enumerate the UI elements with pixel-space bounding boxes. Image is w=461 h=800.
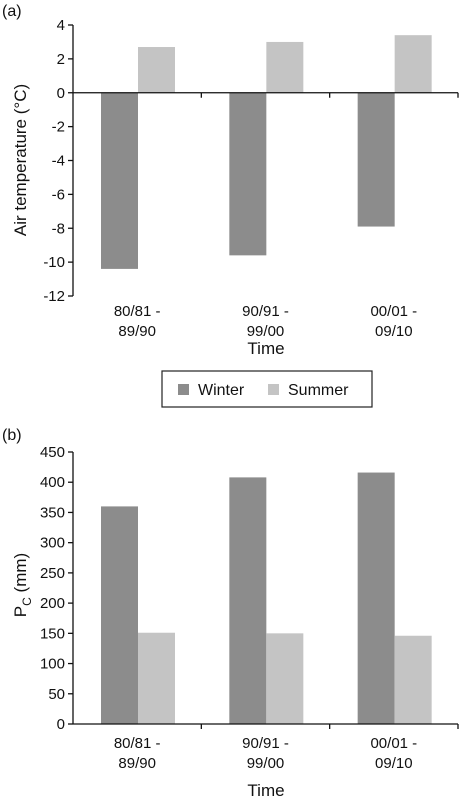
panel-b-y-tick-label: 400 xyxy=(40,474,65,491)
panel-a-y-axis-title: Air temperature (°C) xyxy=(11,84,30,236)
panel-a-plot-area: 4 2 0 -2 -4 -6 -8 -10 -12 80/81 - 89/90 90/91 - 99/0… xyxy=(43,17,459,340)
panel-b-precipitation-chart: (b) PC (mm) 450 400 350 300 250 200 150 100 50 0 8… xyxy=(2,427,459,800)
panel-b-y-tick-label: 200 xyxy=(40,595,65,612)
panel-b-x-axis-title: Time xyxy=(247,781,284,800)
panel-b-y-tick-label: 50 xyxy=(48,686,65,703)
legend-swatch-summer xyxy=(268,384,279,395)
panel-b-x-tick-label-line: 89/90 xyxy=(118,755,156,772)
panel-a-bar-summer-2 xyxy=(266,41,304,93)
panel-b-y-axis-title-subscript: C xyxy=(20,597,34,606)
panel-b-x-tick-label-line: 09/10 xyxy=(375,755,413,772)
panel-b-x-tick-label-line: 00/01 - xyxy=(370,735,417,752)
panel-a-bar-winter-1 xyxy=(101,92,138,269)
panel-b-y-tick-label: 0 xyxy=(57,716,65,733)
panel-a-y-tick-label: -2 xyxy=(52,119,65,136)
legend: Winter Summer xyxy=(161,370,373,408)
panel-a-x-tick-label-line: 90/91 - xyxy=(242,303,289,320)
panel-b-label: (b) xyxy=(2,427,22,444)
panel-b-y-tick-label: 450 xyxy=(40,444,65,461)
panel-b-y-axis-title-main: P xyxy=(11,606,30,617)
panel-b-y-tick-label: 100 xyxy=(40,656,65,673)
panel-b-x-tick-label: 80/81 - 89/90 xyxy=(114,735,161,772)
panel-a-temperature-chart: (a) Air temperature (°C) 4 2 0 -2 -4 -6 -8 -10 -… xyxy=(2,3,459,358)
panel-a-x-tick-label: 80/81 - 89/90 xyxy=(114,303,161,340)
panel-b-bar-winter-3 xyxy=(357,472,395,724)
panel-a-x-tick-label: 00/01 - 09/10 xyxy=(370,303,417,340)
panel-b-bar-summer-2 xyxy=(266,633,304,724)
panel-a-bar-winter-2 xyxy=(229,92,267,256)
panel-b-y-tick-label: 350 xyxy=(40,504,65,521)
panel-a-y-tick-label: 2 xyxy=(57,51,65,68)
panel-b-y-tick-label: 300 xyxy=(40,535,65,552)
panel-a-y-tick-label: -8 xyxy=(52,220,65,237)
panel-b-x-tick-label: 90/91 - 99/00 xyxy=(242,735,289,772)
legend-label-winter: Winter xyxy=(198,382,245,399)
legend-frame xyxy=(161,370,373,408)
panel-b-x-tick-label: 00/01 - 09/10 xyxy=(370,735,417,772)
panel-a-x-axis-title: Time xyxy=(247,339,284,358)
panel-b-y-tick-label: 250 xyxy=(40,565,65,582)
panel-a-y-tick-label: -6 xyxy=(52,186,65,203)
panel-a-y-tick-label: -4 xyxy=(52,153,65,170)
panel-b-bar-winter-2 xyxy=(229,477,267,724)
panel-a-x-tick-label-line: 09/10 xyxy=(375,323,413,340)
panel-a-x-tick-label: 90/91 - 99/00 xyxy=(242,303,289,340)
panel-b-y-axis-title-unit: (mm) xyxy=(11,553,30,597)
panel-a-bar-winter-3 xyxy=(357,92,395,227)
panel-b-y-tick-label: 150 xyxy=(40,625,65,642)
panel-a-y-tick-label: 4 xyxy=(57,17,65,34)
panel-b-bar-summer-1 xyxy=(138,632,175,724)
panel-b-x-tick-label-line: 90/91 - xyxy=(242,735,289,752)
panel-a-x-tick-label-line: 89/90 xyxy=(118,323,156,340)
panel-a-label: (a) xyxy=(2,3,22,20)
panel-a-bar-summer-3 xyxy=(394,35,432,93)
panel-b-bar-summer-3 xyxy=(394,635,432,724)
panel-a-x-tick-label-line: 99/00 xyxy=(247,323,285,340)
panel-b-plot-area: 450 400 350 300 250 200 150 100 50 0 80/81 - 89/90 9… xyxy=(40,444,459,772)
panel-a-bar-summer-1 xyxy=(138,47,175,93)
legend-label-summer: Summer xyxy=(288,382,349,399)
panel-b-x-tick-label-line: 99/00 xyxy=(247,755,285,772)
panel-a-y-tick-label: -12 xyxy=(43,288,65,305)
panel-b-bar-winter-1 xyxy=(101,506,138,724)
panel-b-y-axis-title: PC (mm) xyxy=(11,553,34,617)
panel-b-x-tick-label-line: 80/81 - xyxy=(114,735,161,752)
panel-a-y-tick-label: 0 xyxy=(57,85,65,102)
panel-a-y-tick-label: -10 xyxy=(43,254,65,271)
panel-a-x-tick-label-line: 00/01 - xyxy=(370,303,417,320)
legend-swatch-winter xyxy=(178,384,189,395)
panel-a-x-tick-label-line: 80/81 - xyxy=(114,303,161,320)
